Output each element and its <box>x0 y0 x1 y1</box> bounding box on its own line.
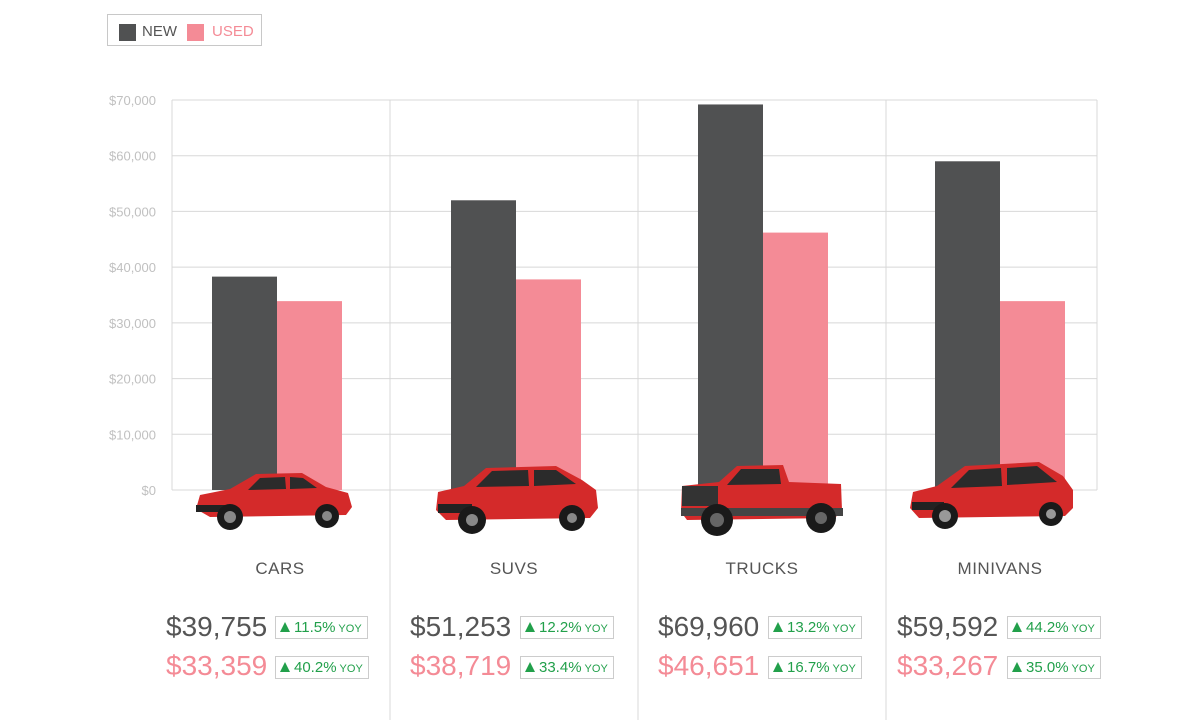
suvs-used-price: $38,719 <box>410 650 512 681</box>
bar-used-suvs <box>516 279 581 490</box>
legend-label-new: NEW <box>142 23 177 40</box>
yoy-suffix: YOY <box>1071 623 1095 635</box>
chart-legend: NEW USED <box>107 14 262 46</box>
trucks-used-yoy-badge: 16.7% YOY <box>768 656 862 679</box>
minivans-used-price: $33,267 <box>897 650 999 681</box>
trucks-used-price: $46,651 <box>658 650 760 681</box>
up-arrow-icon <box>280 622 290 632</box>
bar-new-suvs <box>451 200 516 491</box>
yoy-value: 13.2% <box>787 619 830 636</box>
y-tick-label: $70,000 <box>109 93 156 108</box>
y-tick-label: $20,000 <box>109 372 156 387</box>
cars-used-yoy-badge: 40.2% YOY <box>275 656 369 679</box>
yoy-value: 44.2% <box>1026 619 1069 636</box>
yoy-suffix: YOY <box>584 623 608 635</box>
yoy-value: 33.4% <box>539 659 582 676</box>
category-label-suvs: SUVS <box>489 559 539 578</box>
yoy-value: 40.2% <box>294 659 337 676</box>
up-arrow-icon <box>773 622 783 632</box>
up-arrow-icon <box>773 662 783 672</box>
bar-new-trucks <box>698 104 763 490</box>
category-label-cars: CARS <box>255 559 305 578</box>
trucks-new-yoy-badge: 13.2% YOY <box>768 616 862 639</box>
category-label-minivans: MINIVANS <box>957 559 1043 578</box>
up-arrow-icon <box>1012 662 1022 672</box>
yoy-suffix: YOY <box>832 663 856 675</box>
legend-swatch-new <box>119 24 136 41</box>
trucks-new-price: $69,960 <box>658 611 760 642</box>
yoy-suffix: YOY <box>1071 663 1095 675</box>
cars-used-price: $33,359 <box>166 650 268 681</box>
suvs-new-price: $51,253 <box>410 611 512 642</box>
y-tick-label: $40,000 <box>109 260 156 275</box>
minivans-new-price: $59,592 <box>897 611 999 642</box>
up-arrow-icon <box>280 662 290 672</box>
yoy-value: 11.5% <box>294 619 336 636</box>
category-dividers <box>389 100 887 720</box>
y-tick-label: $60,000 <box>109 149 156 164</box>
yoy-value: 16.7% <box>787 659 830 676</box>
bar-used-minivans <box>1000 301 1065 490</box>
minivans-used-yoy-badge: 35.0% YOY <box>1007 656 1101 679</box>
sedan-icon <box>196 473 352 530</box>
cars-new-price: $39,755 <box>166 611 268 642</box>
pickup-truck-icon <box>681 465 843 536</box>
suvs-used-yoy-badge: 33.4% YOY <box>520 656 614 679</box>
yoy-suffix: YOY <box>584 663 608 675</box>
minivan-icon <box>910 462 1073 529</box>
minivans-new-yoy-badge: 44.2% YOY <box>1007 616 1101 639</box>
yoy-suffix: YOY <box>339 663 363 675</box>
suvs-new-yoy-badge: 12.2% YOY <box>520 616 614 639</box>
up-arrow-icon <box>525 622 535 632</box>
up-arrow-icon <box>1012 622 1022 632</box>
bar-new-cars <box>212 276 277 490</box>
y-tick-label: $10,000 <box>109 427 156 442</box>
suv-icon <box>436 466 598 534</box>
y-tick-label: $30,000 <box>109 316 156 331</box>
yoy-suffix: YOY <box>338 623 362 635</box>
legend-label-used: USED <box>212 23 254 40</box>
yoy-value: 12.2% <box>539 619 582 636</box>
bar-used-trucks <box>763 232 828 490</box>
bars <box>212 104 1065 491</box>
bar-used-cars <box>277 301 342 490</box>
y-axis-ticks: $0 $10,000 $20,000 $30,000 $40,000 $50,000 $60… <box>109 93 156 498</box>
yoy-value: 35.0% <box>1026 659 1069 676</box>
y-tick-label: $50,000 <box>109 204 156 219</box>
up-arrow-icon <box>525 662 535 672</box>
category-label-trucks: TRUCKS <box>725 559 799 578</box>
legend-swatch-used <box>187 24 204 41</box>
yoy-suffix: YOY <box>832 623 856 635</box>
cars-new-yoy-badge: 11.5% YOY <box>275 616 368 639</box>
y-tick-label: $0 <box>142 483 156 498</box>
bar-new-minivans <box>935 161 1000 491</box>
